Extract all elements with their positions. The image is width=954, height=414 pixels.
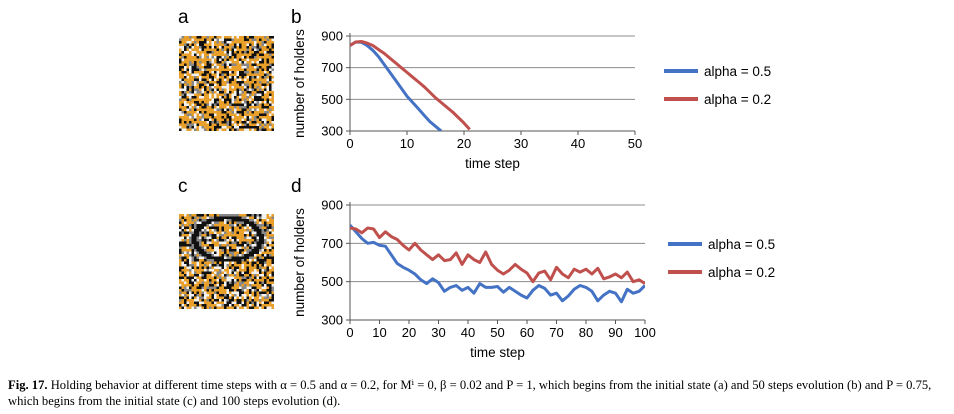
x-tick-label: 90 [608,325,622,340]
y-axis-title: number of holders [292,208,307,317]
x-tick-label: 30 [514,136,528,151]
series-line-alpha-0-2 [350,40,471,131]
figure-caption: Fig. 17. Holding behavior at different t… [8,377,950,409]
x-tick-label: 20 [402,325,416,340]
x-tick-label: 10 [372,325,386,340]
x-tick-label: 50 [628,136,642,151]
panel-label-a: a [178,7,189,28]
legend-label: alpha = 0.5 [708,237,775,252]
y-tick-label: 300 [321,313,343,328]
caption-label: Fig. 17. [8,378,48,392]
panel-label-b: b [291,7,302,28]
caption-text: Holding behavior at different time steps… [8,378,932,408]
panel-label-c: c [178,176,188,197]
initial-state-lattice-c [179,214,274,309]
series-line-alpha-0-5 [350,40,443,131]
x-tick-label: 40 [461,325,475,340]
chart-b: 300 500 700 900 0 10 20 30 40 50 time step number o… [292,29,771,172]
legend-label: alpha = 0.2 [704,92,771,107]
x-axis-title: time step [470,345,525,360]
x-tick-label: 10 [400,136,414,151]
x-tick-label: 100 [634,325,656,340]
x-tick-label: 40 [571,136,585,151]
y-axis-title: number of holders [292,29,307,138]
x-tick-label: 60 [520,325,534,340]
x-tick-label: 0 [346,136,353,151]
y-tick-label: 900 [321,198,343,213]
y-tick-label: 900 [321,29,343,44]
series-line-alpha-0-2 [350,226,645,285]
chart-d: 300 500 700 900 0 10 20 30 40 50 60 70 80 90 100 time s… [292,198,775,361]
y-tick-label: 500 [321,92,343,107]
legend-label: alpha = 0.5 [704,64,771,79]
y-tick-label: 700 [321,60,343,75]
legend-label: alpha = 0.2 [708,265,775,280]
x-tick-label: 30 [431,325,445,340]
x-tick-label: 70 [549,325,563,340]
y-tick-label: 300 [321,124,343,139]
panel-label-d: d [291,176,302,197]
initial-state-lattice-a [179,36,274,131]
series-line-alpha-0-5 [350,224,645,304]
x-tick-label: 0 [346,325,353,340]
x-tick-label: 20 [457,136,471,151]
x-tick-label: 50 [490,325,504,340]
x-tick-label: 80 [579,325,593,340]
y-tick-label: 500 [321,274,343,289]
y-tick-label: 700 [321,236,343,251]
x-axis-title: time step [465,156,520,171]
